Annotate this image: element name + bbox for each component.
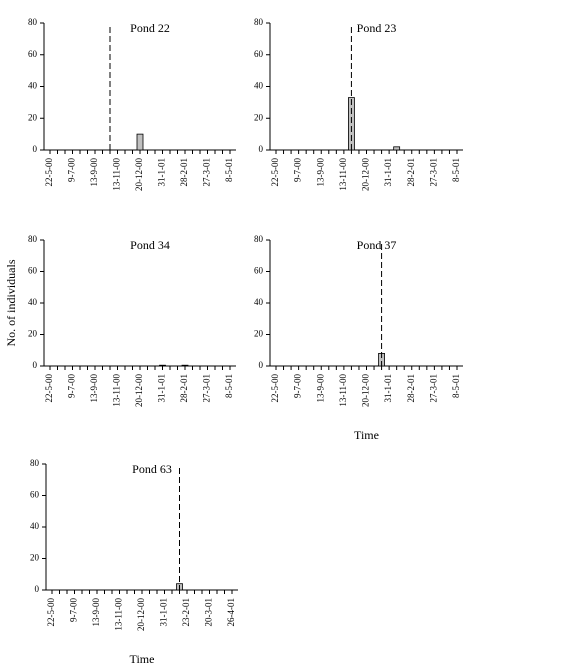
bar [348, 97, 355, 151]
bar [136, 133, 144, 151]
x-tick-label: 13-11-00 [112, 374, 122, 407]
x-tick-label: 13-9-00 [315, 158, 325, 187]
x-tick-label: 22-5-00 [270, 158, 280, 187]
x-tick-label: 22-5-00 [46, 598, 56, 627]
x-tick-label: 13-11-00 [338, 158, 348, 191]
y-tick-label: 60 [254, 266, 264, 276]
x-tick-label: 20-12-00 [136, 598, 146, 631]
x-tick-label: 20-12-00 [361, 158, 371, 191]
x-tick-label: 31-1-01 [157, 374, 167, 403]
bar [181, 364, 189, 367]
y-tick-label: 20 [30, 553, 40, 563]
y-tick-label: 0 [33, 144, 38, 154]
x-tick-label: 9-7-00 [293, 158, 303, 182]
y-tick-label: 80 [28, 234, 38, 244]
y-tick-label: 0 [33, 360, 38, 370]
chart-title: Pond 34 [130, 238, 170, 252]
x-tick-label: 28-2-01 [406, 374, 416, 403]
x-tick-label: 9-7-00 [69, 598, 79, 622]
x-tick-label: 22-5-00 [270, 374, 280, 403]
chart-title: Pond 63 [132, 462, 172, 476]
y-tick-label: 40 [254, 297, 264, 307]
x-tick-label: 20-3-01 [204, 598, 214, 627]
y-tick-label: 40 [28, 297, 38, 307]
y-tick-label: 20 [254, 112, 264, 122]
x-tick-label: 20-12-00 [361, 374, 371, 407]
x-tick-label: 20-12-00 [134, 158, 144, 191]
x-tick-label: 20-12-00 [134, 374, 144, 407]
y-tick-label: 80 [254, 17, 264, 27]
x-tick-label: 28-2-01 [179, 158, 189, 187]
y-tick-label: 0 [259, 144, 264, 154]
x-tick-label: 13-11-00 [114, 598, 124, 631]
x-tick-label: 22-5-00 [44, 158, 54, 187]
x-tick-label: 13-9-00 [89, 158, 99, 187]
x-tick-label: 8-5-01 [224, 158, 234, 182]
x-tick-label: 27-3-01 [202, 374, 212, 403]
x-tick-label: 8-5-01 [224, 374, 234, 398]
y-tick-label: 40 [28, 81, 38, 91]
x-tick-label: 13-11-00 [338, 374, 348, 407]
x-tick-label: 22-5-00 [44, 374, 54, 403]
x-tick-label: 26-4-01 [226, 598, 236, 627]
y-tick-label: 60 [254, 49, 264, 59]
x-axis-label: Time [354, 428, 379, 442]
bar [159, 364, 166, 367]
y-tick-label: 80 [30, 458, 40, 468]
x-tick-label: 23-2-01 [181, 598, 191, 627]
chart-title: Pond 22 [130, 21, 170, 35]
y-tick-label: 80 [254, 234, 264, 244]
y-tick-label: 80 [28, 17, 38, 27]
x-tick-label: 27-3-01 [202, 158, 212, 187]
y-tick-label: 60 [28, 266, 38, 276]
x-tick-label: 9-7-00 [67, 374, 77, 398]
x-tick-label: 13-11-00 [112, 158, 122, 191]
x-tick-label: 31-1-01 [383, 158, 393, 187]
y-axis-label: No. of individuals [4, 259, 18, 346]
y-tick-label: 0 [259, 360, 264, 370]
x-axis-label: Time [130, 652, 155, 666]
y-tick-label: 20 [254, 329, 264, 339]
x-tick-label: 13-9-00 [315, 374, 325, 403]
y-tick-label: 20 [28, 112, 38, 122]
y-tick-label: 0 [35, 584, 40, 594]
chart-title: Pond 37 [357, 238, 397, 252]
x-tick-label: 28-2-01 [406, 158, 416, 187]
x-tick-label: 9-7-00 [67, 158, 77, 182]
bar [393, 146, 401, 151]
x-tick-label: 13-9-00 [91, 598, 101, 627]
y-tick-label: 20 [28, 329, 38, 339]
y-tick-label: 60 [28, 49, 38, 59]
x-tick-label: 31-1-01 [157, 158, 167, 187]
y-tick-label: 60 [30, 490, 40, 500]
chart-title: Pond 23 [357, 21, 397, 35]
y-tick-label: 40 [254, 81, 264, 91]
x-tick-label: 13-9-00 [89, 374, 99, 403]
y-tick-label: 40 [30, 521, 40, 531]
x-tick-label: 31-1-01 [159, 598, 169, 627]
x-tick-label: 27-3-01 [428, 374, 438, 403]
x-tick-label: 28-2-01 [179, 374, 189, 403]
x-tick-label: 8-5-01 [451, 374, 461, 398]
x-tick-label: 8-5-01 [451, 158, 461, 182]
x-tick-label: 9-7-00 [293, 374, 303, 398]
x-tick-label: 31-1-01 [383, 374, 393, 403]
x-tick-label: 27-3-01 [428, 158, 438, 187]
